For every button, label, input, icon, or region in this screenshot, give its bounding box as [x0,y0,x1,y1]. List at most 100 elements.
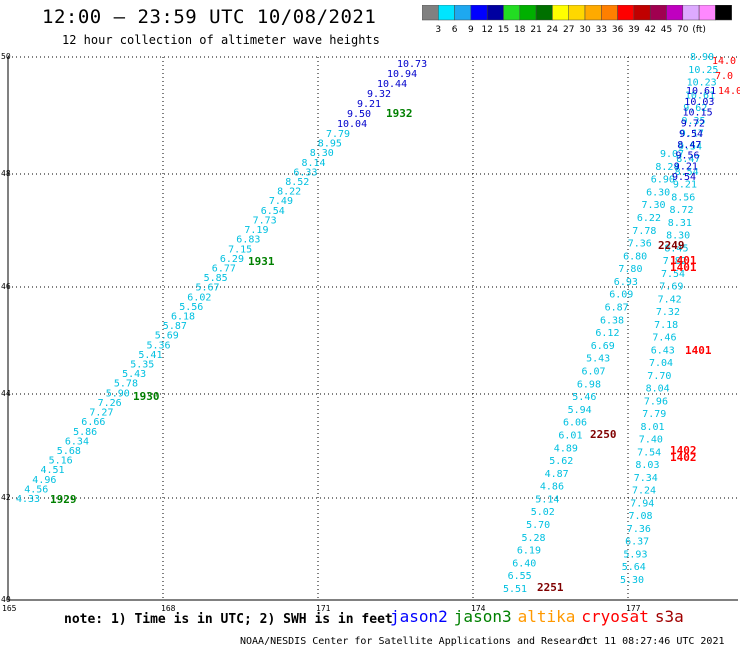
wave-height-value: 10.03 [684,97,714,108]
colorbar-label: (ft) [692,25,706,35]
wave-height-value: 4.89 [554,443,578,454]
pass-label: 2249 [658,239,685,252]
pass-label: 2250 [590,428,617,441]
wave-height-value: 6.83 [236,235,260,246]
wave-height-value: 7.0 [715,71,733,82]
wave-height-value: 6.55 [508,571,532,582]
wave-height-value: 7.79 [642,409,666,420]
wave-height-value: 5.68 [57,446,81,457]
wave-height-value: 7.70 [647,371,671,382]
wave-height-value: 7.96 [644,396,668,407]
wave-height-value: 6.37 [625,537,649,548]
wave-height-value: 10.04 [337,119,367,130]
wave-height-value: 8.04 [646,384,670,395]
colorbar-label: 15 [498,25,509,35]
wave-height-value: 7.46 [652,333,676,344]
colorbar-label: 42 [644,25,655,35]
colorbar-swatch [715,5,732,21]
wave-height-value: 14.0 [718,86,740,97]
wave-height-value: 14.0 [712,56,736,67]
wave-height-value: 5.43 [586,354,610,365]
wave-height-value: 4.87 [545,469,569,480]
wave-height-value: 5.43 [122,369,146,380]
legend-item-altika: altika [517,607,576,626]
wave-height-value: 6.18 [171,312,195,323]
wave-height-value: 6.90 [651,175,675,186]
colorbar-label: 70 [677,25,689,35]
wave-height-value: 5.67 [196,283,220,294]
wave-height-value: 6.66 [81,417,105,428]
wave-height-value: 8.24 [655,162,679,173]
wave-height-value: 5.51 [503,584,527,595]
wave-height-value: 8.95 [318,139,342,150]
wave-height-value: 5.70 [526,520,550,531]
wave-height-value: 7.36 [628,239,652,250]
legend-item-cryosat: cryosat [581,607,649,626]
wave-height-value: 5.35 [130,360,154,371]
wave-height-value: 6.30 [646,187,670,198]
pass-label: 1930 [133,390,160,403]
colorbar-label: 12 [481,25,492,35]
timestamp-text: Oct 11 08:27:46 UTC 2021 [580,636,725,647]
pass-label: 1401 [685,344,712,357]
wave-height-value: 9.21 [357,99,381,110]
wave-height-value: 8.30 [666,231,690,242]
latitude-tick-label: 40 [1,595,11,604]
wave-height-value: 6.34 [65,436,89,447]
map-subtitle: 12 hour collection of altimeter wave hei… [62,33,380,47]
longitude-tick-label: 165 [2,604,17,613]
wave-height-value: 7.18 [654,320,678,331]
wave-height-value: 6.80 [623,251,647,262]
longitude-tick-label: 177 [626,604,641,613]
map-frame [7,57,738,601]
colorbar-label: 39 [628,25,640,35]
pass-label: 1402 [670,444,697,457]
wave-height-value: 7.27 [89,408,113,419]
latitude-tick-label: 42 [1,493,11,502]
wave-height-value: 6.87 [605,303,629,314]
wave-height-value: 7.54 [637,447,661,458]
wave-height-value: 8.90 [690,52,714,63]
wave-height-value: 9.54 [672,172,696,183]
legend-item-jason3: jason3 [453,607,512,626]
wave-height-value: 7.49 [269,196,293,207]
wave-height-value: 10.61 [685,90,715,101]
wave-height-value: 8.30 [310,148,334,159]
pass-label: 1932 [386,107,413,120]
wave-height-value: 5.28 [522,533,546,544]
wave-height-value: 6.40 [512,558,536,569]
wave-height-value: 8.45 [664,243,688,254]
wave-height-value: 6.07 [582,367,606,378]
wave-height-value: 4.96 [32,475,56,486]
wave-height-value: 6.02 [187,292,211,303]
wave-height-value: 9.21 [674,161,698,172]
wave-height-value: 8.52 [285,177,309,188]
wave-height-value: 6.12 [595,328,619,339]
wave-height-value: 6.33 [293,167,317,178]
colorbar-label: 33 [596,25,607,35]
wave-height-value: 5.90 [106,388,130,399]
wave-height-value: 8.72 [670,205,694,216]
wave-height-value: 4.33 [16,494,40,505]
wave-height-value: 9.21 [673,180,697,191]
wave-height-value: 5.69 [155,331,179,342]
wave-height-value: 6.43 [651,345,675,356]
axis-ticks: 165 168 171 174 177 50 48 46 44 42 40 [1,52,641,613]
wave-height-value: 7.73 [253,215,277,226]
wave-height-value: 9.72 [681,118,705,129]
wave-height-value: 7.19 [244,225,268,236]
wave-height-value: 5.46 [572,392,596,403]
pass-labels: 1929193019311932140114011401140214022249… [50,107,712,594]
color-scale-bar: 3 6 9 12 15 18 21 24 27 30 33 36 39 42 45 70 (ft) [422,5,732,35]
colorbar-label: 21 [530,25,541,35]
wave-height-value: 7.79 [326,129,350,140]
wave-height-value: 7.69 [659,282,683,293]
wave-height-value: 7.40 [639,435,663,446]
wave-height-value: 7.08 [629,511,653,522]
wave-height-value: 5.94 [568,405,592,416]
latitude-tick-label: 46 [1,282,11,291]
wave-height-value: 9.56 [676,151,700,162]
wave-height-value: 5.78 [114,379,138,390]
wave-height-value: 6.93 [614,277,638,288]
